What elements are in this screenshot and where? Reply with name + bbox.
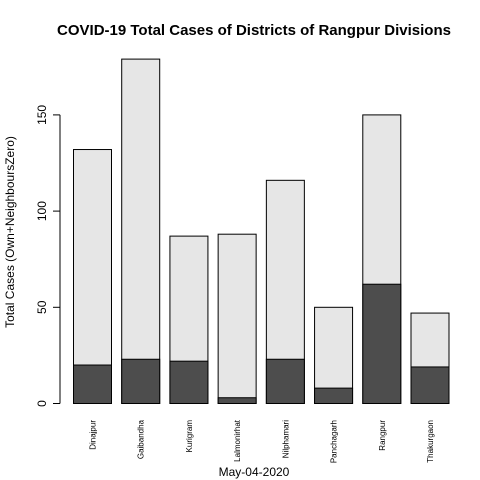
bar-own-kurigram xyxy=(169,360,209,405)
x-tick-label: Dinajpur xyxy=(89,420,98,450)
bar-total-dinajpur xyxy=(73,149,112,404)
y-axis-label: Total Cases (Own+NeighboursZero) xyxy=(3,136,17,328)
x-tick-label: Panchagarh xyxy=(330,420,339,463)
x-tick-label: Gaibandha xyxy=(137,419,146,459)
y-axis: 0 50 100 150 xyxy=(35,105,61,407)
bar-total-lalmonirhat xyxy=(217,233,257,404)
chart-title: COVID-19 Total Cases of Districts of Ran… xyxy=(57,22,451,39)
x-tick-label: Kurigram xyxy=(185,420,194,453)
bar-total-panchagarh xyxy=(314,306,354,404)
y-tick-label: 100 xyxy=(35,201,49,221)
bar-own-nilphamari xyxy=(265,358,305,404)
y-tick-label: 0 xyxy=(35,400,49,407)
bar-total-gaibandha xyxy=(121,58,161,404)
x-tick-label: Lalmonirhat xyxy=(233,419,242,462)
bar-own-dinajpur xyxy=(73,364,112,404)
bar-own-lalmonirhat xyxy=(217,397,257,405)
x-tick-label: Rangpur xyxy=(378,420,387,451)
y-tick-label: 50 xyxy=(35,300,49,314)
y-tick-label: 150 xyxy=(35,105,49,125)
x-axis-label: May-04-2020 xyxy=(219,465,290,479)
bar-own-gaibandha xyxy=(121,358,161,404)
x-axis-category-labels: Dinajpur Gaibandha Kurigram Lalmonirhat Nilp… xyxy=(89,419,436,463)
x-tick-label: Thakurgaon xyxy=(426,420,435,463)
x-tick-label: Nilphamari xyxy=(281,420,290,458)
bars-own-series xyxy=(73,283,450,405)
bar-own-thakurgaon xyxy=(410,366,450,405)
bar-own-panchagarh xyxy=(314,387,354,404)
bar-own-rangpur xyxy=(362,283,402,404)
